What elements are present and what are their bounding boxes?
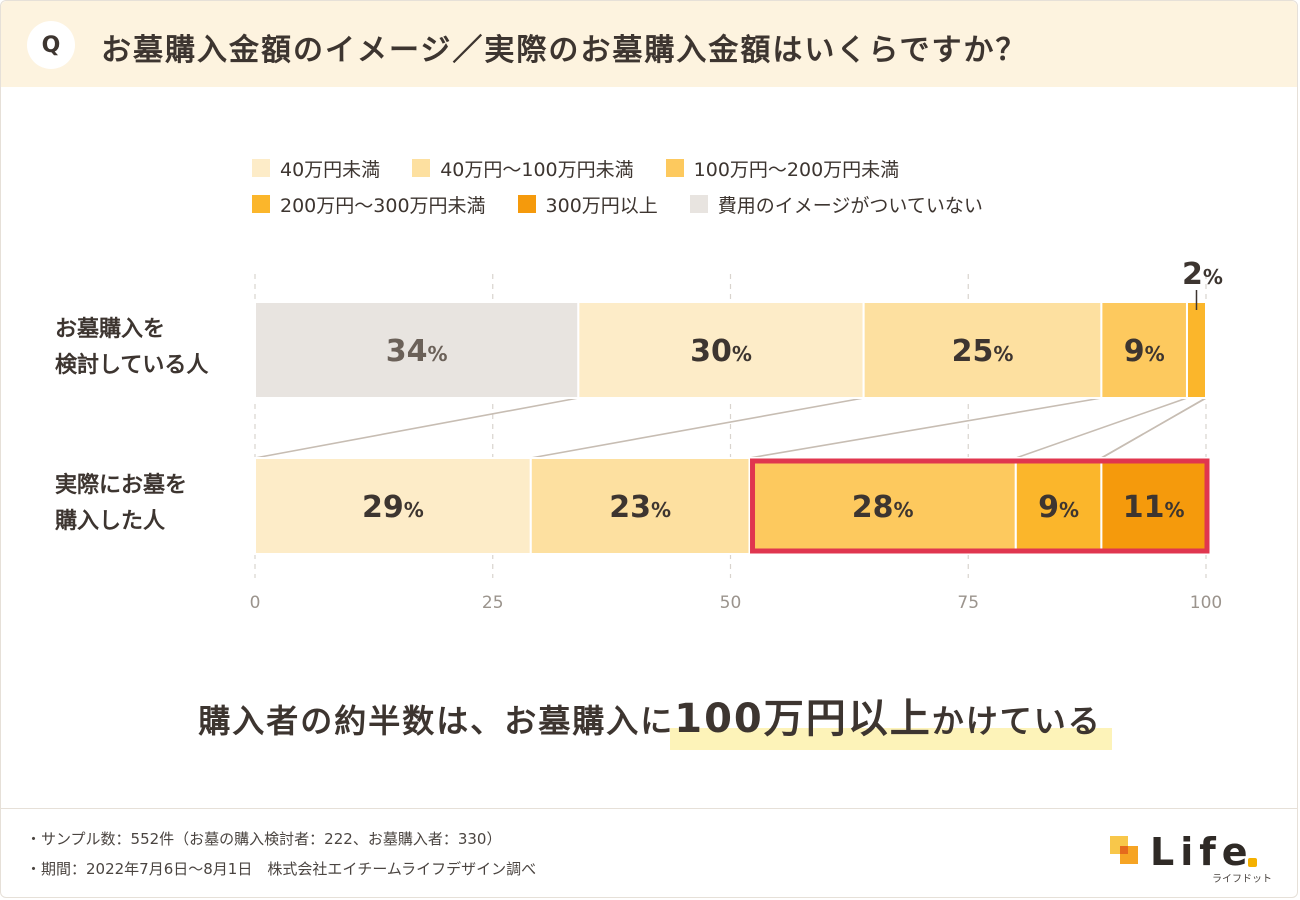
highlight-marker	[670, 728, 1112, 750]
sample-note: ・サンプル数：552件（お墓の購入検討者：222、お墓購入者：330）	[26, 830, 502, 848]
row-label-line: お墓購入を	[55, 317, 166, 342]
legend-label: 100万円〜200万円未満	[693, 158, 900, 181]
headline: 購入者の約半数は、お墓購入に 100万円以上かけている	[0, 686, 1300, 750]
logo-wordmark: Life	[1150, 830, 1254, 874]
chart-legend: 40万円未満 40万円〜100万円未満 100万円〜200万円未満 200万円〜…	[252, 150, 1152, 222]
legend-swatch	[665, 159, 684, 177]
legend-item: 200万円〜300万円未満	[252, 191, 486, 218]
legend-row: 40万円未満 40万円〜100万円未満 100万円〜200万円未満	[252, 150, 1152, 186]
headline-emphasis: 100万円以上	[674, 696, 932, 742]
question-badge: Q	[27, 21, 75, 69]
legend-label: 40万円未満	[280, 158, 381, 181]
row-label-line: 検討している人	[55, 353, 209, 378]
legend-item: 40万円未満	[252, 155, 380, 182]
legend-label: 40万円〜100万円未満	[440, 158, 634, 181]
legend-swatch	[689, 195, 708, 213]
legend-swatch	[252, 159, 270, 177]
legend-swatch	[412, 159, 431, 177]
legend-swatch	[517, 195, 536, 213]
question-title: お墓購入金額のイメージ／実際のお墓購入金額はいくらですか？	[101, 33, 1028, 68]
logo-dot	[1248, 858, 1257, 867]
legend-row: 200万円〜300万円未満 300万円以上 費用のイメージがついていない	[252, 186, 1152, 222]
period-note: ・期間：2022年7月6日〜8月1日 株式会社エイチームライフデザイン調べ	[26, 860, 537, 878]
legend-label: 300万円以上	[545, 194, 658, 217]
headline-after: かけている	[931, 702, 1102, 740]
legend-label: 費用のイメージがついていない	[717, 194, 983, 217]
legend-item: 100万円〜200万円未満	[665, 155, 900, 182]
row-label-line: 実際にお墓を	[55, 473, 188, 498]
legend-label: 200万円〜300万円未満	[280, 194, 486, 217]
logo-subtitle: ライフドット	[1212, 874, 1272, 885]
headline-highlight: 100万円以上かけている	[670, 686, 1112, 750]
legend-item: 300万円以上	[517, 191, 658, 218]
row-label-considering: お墓購入を 検討している人	[55, 312, 208, 384]
row-label-purchased: 実際にお墓を 購入した人	[55, 468, 187, 540]
logo-mark-icon	[1110, 836, 1138, 864]
question-header: Q お墓購入金額のイメージ／実際のお墓購入金額はいくらですか？	[1, 1, 1297, 87]
legend-item: 費用のイメージがついていない	[689, 191, 983, 218]
legend-swatch	[252, 195, 270, 213]
headline-before: 購入者の約半数は、お墓購入に	[198, 702, 675, 740]
footer-divider	[1, 808, 1297, 809]
legend-item: 40万円〜100万円未満	[412, 155, 634, 182]
life-logo: Life ライフドット	[1108, 830, 1272, 885]
row-label-line: 購入した人	[55, 509, 166, 534]
